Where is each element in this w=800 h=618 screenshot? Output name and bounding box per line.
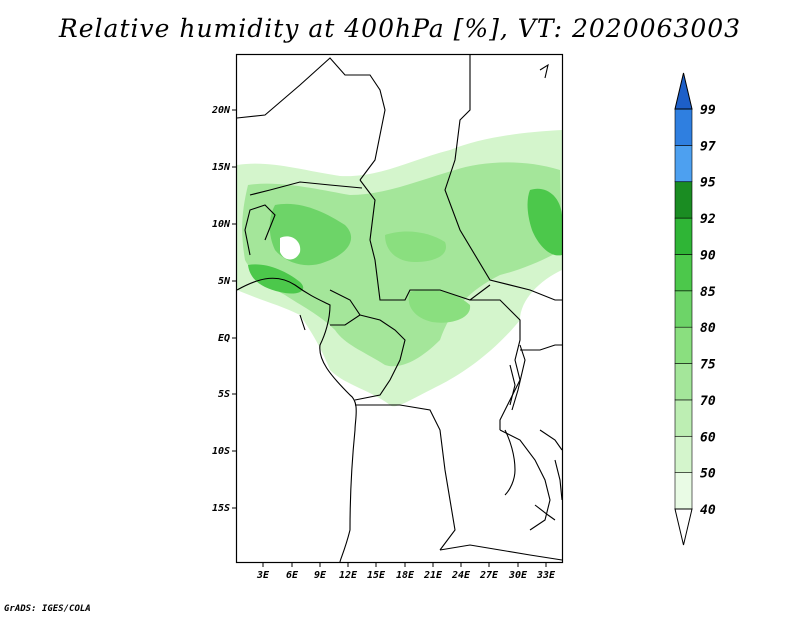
colorbar-label: 75 bbox=[700, 358, 716, 373]
colorbar-segment bbox=[674, 326, 693, 364]
colorbar-label: 85 bbox=[700, 285, 716, 300]
lon-label: 27E bbox=[479, 570, 499, 581]
humidity-shading bbox=[237, 130, 562, 407]
colorbar-label: 90 bbox=[700, 248, 716, 263]
shade-80b bbox=[385, 231, 446, 262]
colorbar: 40 50 60 70 75 80 85 90 92 95 97 99 bbox=[674, 72, 716, 546]
longitude-axis: 3E 6E 9E 12E 15E 18E 21E 24E 27E 30E 33E bbox=[256, 562, 556, 581]
lat-label: 20N bbox=[211, 105, 231, 116]
colorbar-label: 95 bbox=[700, 176, 716, 191]
colorbar-segment bbox=[674, 290, 693, 328]
colorbar-label: 70 bbox=[700, 394, 716, 409]
colorbar-label: 92 bbox=[700, 212, 716, 227]
colorbar-label: 50 bbox=[700, 467, 716, 482]
colorbar-segment bbox=[674, 145, 693, 183]
shade-85 bbox=[527, 188, 562, 256]
map-frame bbox=[235, 53, 564, 564]
lon-label: 18E bbox=[396, 570, 415, 581]
credit-text: GrADS: IGES/COLA bbox=[4, 604, 91, 614]
lon-label: 33E bbox=[536, 570, 556, 581]
lon-label: 24E bbox=[451, 570, 471, 581]
lat-label: 5S bbox=[218, 389, 230, 400]
shade-white-gap bbox=[280, 236, 301, 260]
lon-label: 15E bbox=[367, 570, 386, 581]
lat-label: EQ bbox=[218, 333, 230, 344]
shade-85b bbox=[248, 264, 304, 294]
map-title: Relative humidity at 400hPa [%], VT: 202… bbox=[58, 14, 742, 43]
colorbar-segment bbox=[674, 363, 693, 401]
colorbar-segment bbox=[674, 254, 693, 292]
colorbar-label: 40 bbox=[700, 503, 716, 518]
colorbar-segment bbox=[674, 399, 693, 437]
colorbar-segment bbox=[674, 181, 693, 219]
colorbar-max-triangle bbox=[674, 72, 693, 110]
lat-label: 5N bbox=[218, 276, 231, 287]
shade-70 bbox=[242, 162, 562, 367]
lon-label: 9E bbox=[314, 570, 327, 581]
lon-label: 6E bbox=[286, 570, 299, 581]
latitude-axis: 20N 15N 10N 5N EQ 5S 10S 15S bbox=[211, 105, 237, 514]
colorbar-segment bbox=[674, 435, 693, 473]
lon-label: 12E bbox=[339, 570, 358, 581]
colorbar-label: 99 bbox=[700, 103, 716, 118]
lat-label: 15N bbox=[212, 162, 231, 173]
colorbar-label: 80 bbox=[700, 321, 716, 336]
colorbar-segment bbox=[674, 217, 693, 255]
colorbar-segment bbox=[674, 108, 693, 146]
country-borders bbox=[236, 55, 563, 563]
colorbar-min-triangle bbox=[674, 508, 693, 546]
colorbar-label: 97 bbox=[700, 139, 716, 154]
lat-label: 10S bbox=[212, 446, 230, 457]
lat-label: 10N bbox=[212, 219, 231, 230]
shade-80c bbox=[408, 289, 471, 323]
lon-label: 30E bbox=[508, 570, 528, 581]
lat-label: 15S bbox=[212, 503, 230, 514]
colorbar-label: 60 bbox=[700, 430, 716, 445]
colorbar-segment bbox=[674, 472, 693, 510]
lon-label: 21E bbox=[423, 570, 443, 581]
lon-label: 3E bbox=[256, 570, 270, 581]
